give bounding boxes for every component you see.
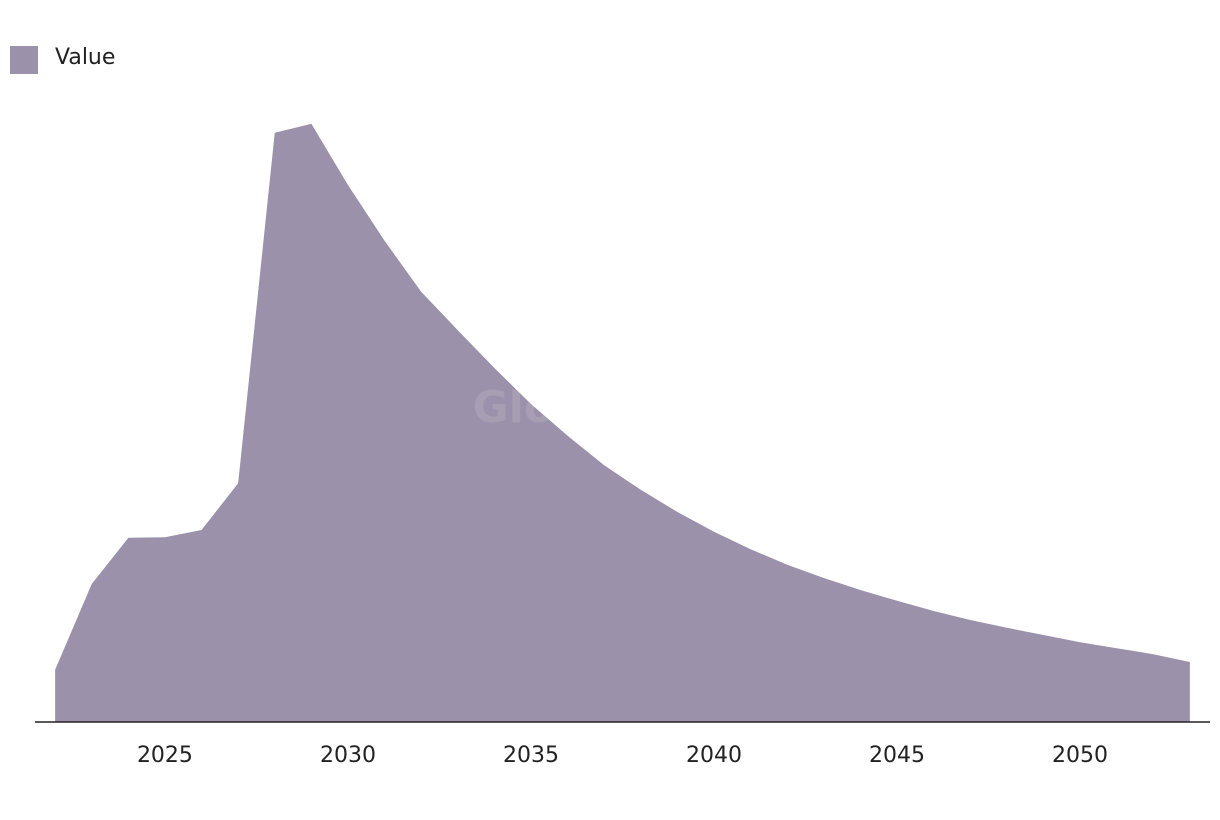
- x-tick-label: 2050: [1052, 743, 1108, 768]
- watermark: GlobalData: [473, 382, 748, 433]
- area: [55, 123, 1190, 723]
- x-tick-label: 2030: [320, 743, 376, 768]
- legend-swatch: [10, 46, 38, 74]
- legend-label: Value: [55, 45, 115, 70]
- x-tick-label: 2035: [503, 743, 559, 768]
- x-tick-label: 2045: [869, 743, 925, 768]
- x-tick-label: 2040: [686, 743, 742, 768]
- x-tick-label: 2025: [137, 743, 193, 768]
